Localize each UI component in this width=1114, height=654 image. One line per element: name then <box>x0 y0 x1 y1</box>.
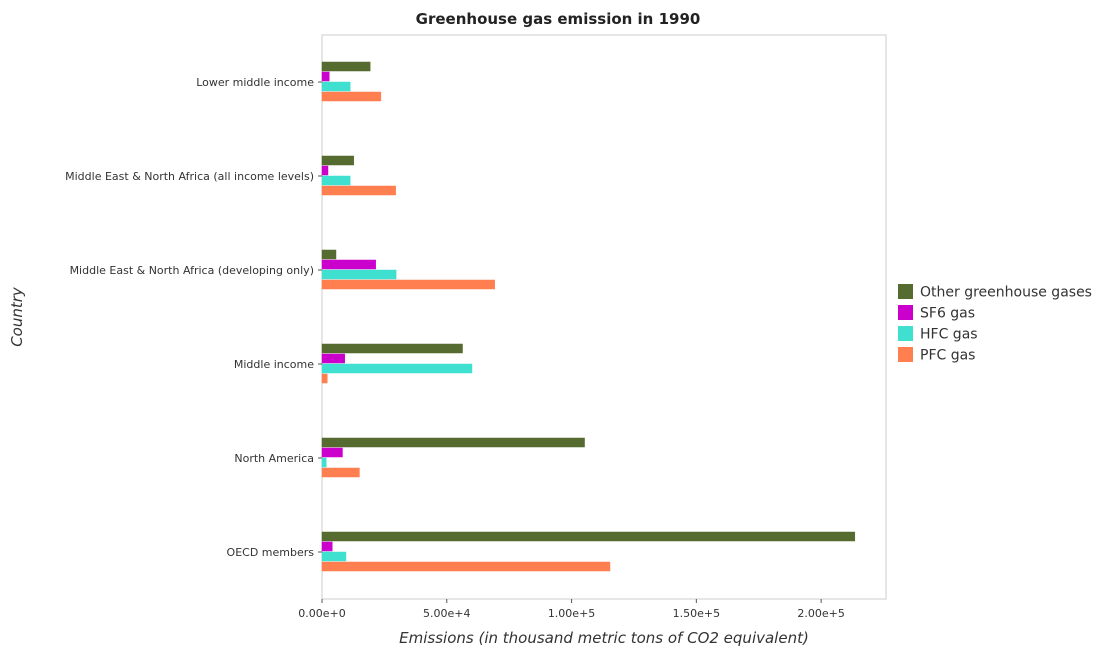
bar-hfc-gas-0 <box>321 81 351 92</box>
x-tick-label: 5.00e+4 <box>423 607 470 620</box>
bar-sf6-gas-0 <box>321 71 330 82</box>
legend-swatch-hfc-gas <box>898 326 913 341</box>
bar-pfc-gas-3 <box>321 373 328 384</box>
y-axis-label: Country <box>8 286 26 347</box>
bar-pfc-gas-2 <box>321 279 495 290</box>
y-tick-label: Lower middle income <box>196 76 314 89</box>
bar-other-greenhouse-gases-2 <box>321 249 337 260</box>
legend-label: Other greenhouse gases <box>920 285 1092 301</box>
x-axis-label: Emissions (in thousand metric tons of CO… <box>399 629 809 647</box>
plot-area <box>321 34 887 600</box>
y-tick-label: North America <box>234 452 314 465</box>
legend-label: HFC gas <box>920 327 978 343</box>
bar-sf6-gas-3 <box>321 353 345 364</box>
legend-label: SF6 gas <box>920 306 975 322</box>
bar-hfc-gas-3 <box>321 363 473 374</box>
x-tick-label: 1.00e+5 <box>548 607 595 620</box>
bar-pfc-gas-5 <box>321 561 611 572</box>
legend-swatch-pfc-gas <box>898 347 913 362</box>
y-axis: Lower middle income Middle East & North A… <box>65 76 322 559</box>
legend: Other greenhouse gases SF6 gas HFC gas PFC … <box>898 284 1092 364</box>
legend-swatch-other-greenhouse-gases <box>898 284 913 299</box>
x-tick-label: 0.00e+0 <box>298 607 345 620</box>
bar-sf6-gas-4 <box>321 447 343 458</box>
x-tick-label: 2.00e+5 <box>797 607 844 620</box>
bars-layer <box>321 61 856 572</box>
bar-hfc-gas-4 <box>321 457 327 468</box>
chart-title: Greenhouse gas emission in 1990 <box>416 10 701 28</box>
bar-other-greenhouse-gases-5 <box>321 531 856 542</box>
y-tick-label: Middle income <box>234 358 314 371</box>
bar-hfc-gas-5 <box>321 551 347 562</box>
bar-sf6-gas-1 <box>321 165 329 176</box>
bar-hfc-gas-1 <box>321 175 351 186</box>
bar-sf6-gas-5 <box>321 541 333 552</box>
x-axis: 0.00e+0 5.00e+4 1.00e+5 1.50e+5 2.00e+5 <box>298 599 845 620</box>
bar-sf6-gas-2 <box>321 259 376 270</box>
bar-pfc-gas-0 <box>321 91 382 102</box>
bar-other-greenhouse-gases-0 <box>321 61 371 72</box>
bar-hfc-gas-2 <box>321 269 397 280</box>
bar-other-greenhouse-gases-3 <box>321 343 463 354</box>
bar-pfc-gas-4 <box>321 467 360 478</box>
legend-label: PFC gas <box>920 348 975 364</box>
y-tick-label: OECD members <box>227 546 315 559</box>
y-tick-label: Middle East & North Africa (developing o… <box>70 264 314 277</box>
bar-other-greenhouse-gases-1 <box>321 155 354 166</box>
bar-pfc-gas-1 <box>321 185 396 196</box>
bar-other-greenhouse-gases-4 <box>321 437 585 448</box>
legend-swatch-sf6-gas <box>898 305 913 320</box>
x-tick-label: 1.50e+5 <box>673 607 720 620</box>
y-tick-label: Middle East & North Africa (all income l… <box>65 170 314 183</box>
